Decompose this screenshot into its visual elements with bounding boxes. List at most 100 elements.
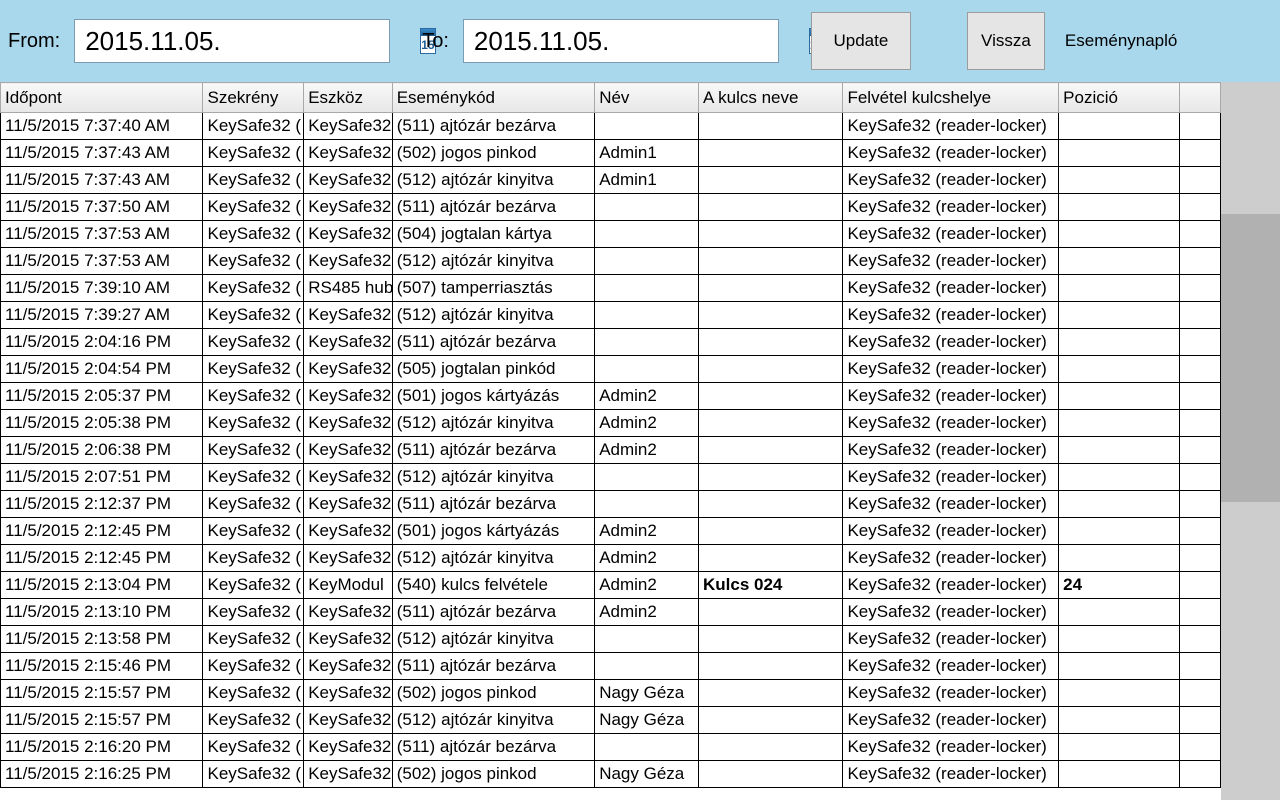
table-cell — [698, 626, 842, 653]
table-cell: 11/5/2015 2:16:25 PM — [1, 761, 203, 788]
table-row[interactable]: 11/5/2015 7:37:40 AMKeySafe32 (KeySafe32… — [1, 113, 1221, 140]
table-cell — [595, 653, 699, 680]
table-cell: KeySafe32 (reader-locker) — [843, 599, 1059, 626]
back-button[interactable]: Vissza — [967, 12, 1045, 70]
table-row[interactable]: 11/5/2015 2:15:57 PMKeySafe32 (KeySafe32… — [1, 707, 1221, 734]
table-cell: 11/5/2015 7:37:43 AM — [1, 140, 203, 167]
table-row[interactable]: 11/5/2015 2:16:25 PMKeySafe32 (KeySafe32… — [1, 761, 1221, 788]
table-row[interactable]: 11/5/2015 7:37:53 AMKeySafe32 (KeySafe32… — [1, 221, 1221, 248]
update-button[interactable]: Update — [811, 12, 911, 70]
table-row[interactable]: 11/5/2015 2:05:38 PMKeySafe32 (KeySafe32… — [1, 410, 1221, 437]
table-cell: (502) jogos pinkod — [392, 761, 594, 788]
table-row[interactable]: 11/5/2015 2:16:20 PMKeySafe32 (KeySafe32… — [1, 734, 1221, 761]
table-cell — [595, 329, 699, 356]
table-cell — [698, 329, 842, 356]
table-cell: 11/5/2015 7:37:53 AM — [1, 248, 203, 275]
table-row[interactable]: 11/5/2015 7:37:43 AMKeySafe32 (KeySafe32… — [1, 140, 1221, 167]
table-cell — [1180, 275, 1221, 302]
table-row[interactable]: 11/5/2015 2:04:16 PMKeySafe32 (KeySafe32… — [1, 329, 1221, 356]
table-cell: Admin2 — [595, 410, 699, 437]
table-cell: KeySafe32 — [304, 653, 393, 680]
table-cell: KeySafe32 (reader-locker) — [843, 518, 1059, 545]
table-row[interactable]: 11/5/2015 7:39:10 AMKeySafe32 (RS485 hub… — [1, 275, 1221, 302]
table-cell — [698, 707, 842, 734]
table-row[interactable]: 11/5/2015 7:37:50 AMKeySafe32 (KeySafe32… — [1, 194, 1221, 221]
table-cell: KeySafe32 (reader-locker) — [843, 572, 1059, 599]
table-cell — [1180, 626, 1221, 653]
table-cell: (502) jogos pinkod — [392, 140, 594, 167]
table-cell: (511) ajtózár bezárva — [392, 734, 594, 761]
column-header[interactable]: Felvétel kulcshelye — [843, 83, 1059, 113]
table-row[interactable]: 11/5/2015 2:06:38 PMKeySafe32 (KeySafe32… — [1, 437, 1221, 464]
table-cell — [1059, 518, 1180, 545]
table-cell — [698, 302, 842, 329]
table-cell: (511) ajtózár bezárva — [392, 113, 594, 140]
table-cell: (511) ajtózár bezárva — [392, 491, 594, 518]
table-cell — [1059, 329, 1180, 356]
table-cell: (501) jogos kártyázás — [392, 518, 594, 545]
to-date-input[interactable] — [474, 26, 809, 57]
table-cell: KeySafe32 — [304, 329, 393, 356]
table-cell: (501) jogos kártyázás — [392, 383, 594, 410]
table-row[interactable]: 11/5/2015 2:04:54 PMKeySafe32 (KeySafe32… — [1, 356, 1221, 383]
table-cell: KeySafe32 — [304, 221, 393, 248]
vertical-scrollbar[interactable] — [1221, 82, 1280, 800]
from-date-input[interactable] — [85, 26, 420, 57]
table-cell: KeySafe32 (reader-locker) — [843, 410, 1059, 437]
table-cell: KeySafe32 ( — [203, 680, 304, 707]
column-header[interactable]: Időpont — [1, 83, 203, 113]
column-header[interactable]: A kulcs neve — [698, 83, 842, 113]
table-cell: (512) ajtózár kinyitva — [392, 302, 594, 329]
table-cell: 11/5/2015 7:37:53 AM — [1, 221, 203, 248]
table-cell: KeySafe32 ( — [203, 356, 304, 383]
table-row[interactable]: 11/5/2015 2:15:57 PMKeySafe32 (KeySafe32… — [1, 680, 1221, 707]
table-cell: KeySafe32 — [304, 626, 393, 653]
table-cell: KeySafe32 — [304, 599, 393, 626]
table-row[interactable]: 11/5/2015 7:39:27 AMKeySafe32 (KeySafe32… — [1, 302, 1221, 329]
table-row[interactable]: 11/5/2015 2:05:37 PMKeySafe32 (KeySafe32… — [1, 383, 1221, 410]
table-cell — [595, 113, 699, 140]
table-cell: KeySafe32 ( — [203, 437, 304, 464]
table-cell: KeySafe32 ( — [203, 464, 304, 491]
table-row[interactable]: 11/5/2015 2:07:51 PMKeySafe32 (KeySafe32… — [1, 464, 1221, 491]
table-cell: KeySafe32 — [304, 518, 393, 545]
table-row[interactable]: 11/5/2015 2:13:10 PMKeySafe32 (KeySafe32… — [1, 599, 1221, 626]
column-header[interactable]: Pozició — [1059, 83, 1180, 113]
table-cell — [1180, 167, 1221, 194]
scrollbar-thumb[interactable] — [1221, 214, 1280, 502]
table-cell: Admin2 — [595, 383, 699, 410]
table-row[interactable]: 11/5/2015 7:37:53 AMKeySafe32 (KeySafe32… — [1, 248, 1221, 275]
table-cell: KeySafe32 ( — [203, 761, 304, 788]
table-cell — [1059, 437, 1180, 464]
table-cell: KeySafe32 ( — [203, 167, 304, 194]
column-header[interactable]: Szekrény — [203, 83, 304, 113]
table-cell — [595, 464, 699, 491]
table-cell — [595, 734, 699, 761]
column-header[interactable] — [1180, 83, 1221, 113]
table-cell — [1180, 194, 1221, 221]
to-date-field[interactable]: 15 — [463, 19, 779, 63]
to-label: To: — [422, 30, 449, 53]
table-row[interactable]: 11/5/2015 7:37:43 AMKeySafe32 (KeySafe32… — [1, 167, 1221, 194]
table-cell — [1180, 410, 1221, 437]
event-grid[interactable]: IdőpontSzekrényEszközEseménykódNévA kulc… — [0, 82, 1221, 800]
table-cell: KeySafe32 (reader-locker) — [843, 383, 1059, 410]
table-row[interactable]: 11/5/2015 2:12:45 PMKeySafe32 (KeySafe32… — [1, 518, 1221, 545]
table-row[interactable]: 11/5/2015 2:15:46 PMKeySafe32 (KeySafe32… — [1, 653, 1221, 680]
column-header[interactable]: Eszköz — [304, 83, 393, 113]
table-row[interactable]: 11/5/2015 2:13:04 PMKeySafe32 (KeyModul(… — [1, 572, 1221, 599]
header-row: IdőpontSzekrényEszközEseménykódNévA kulc… — [1, 83, 1221, 113]
column-header[interactable]: Név — [595, 83, 699, 113]
table-cell — [1059, 599, 1180, 626]
table-row[interactable]: 11/5/2015 2:12:37 PMKeySafe32 (KeySafe32… — [1, 491, 1221, 518]
grid-container: IdőpontSzekrényEszközEseménykódNévA kulc… — [0, 82, 1280, 800]
table-row[interactable]: 11/5/2015 2:12:45 PMKeySafe32 (KeySafe32… — [1, 545, 1221, 572]
table-cell — [698, 437, 842, 464]
from-date-field[interactable]: 15 — [74, 19, 390, 63]
table-cell: KeySafe32 (reader-locker) — [843, 275, 1059, 302]
table-cell — [1059, 653, 1180, 680]
table-row[interactable]: 11/5/2015 2:13:58 PMKeySafe32 (KeySafe32… — [1, 626, 1221, 653]
column-header[interactable]: Eseménykód — [392, 83, 594, 113]
table-cell — [1180, 518, 1221, 545]
table-cell — [1180, 572, 1221, 599]
